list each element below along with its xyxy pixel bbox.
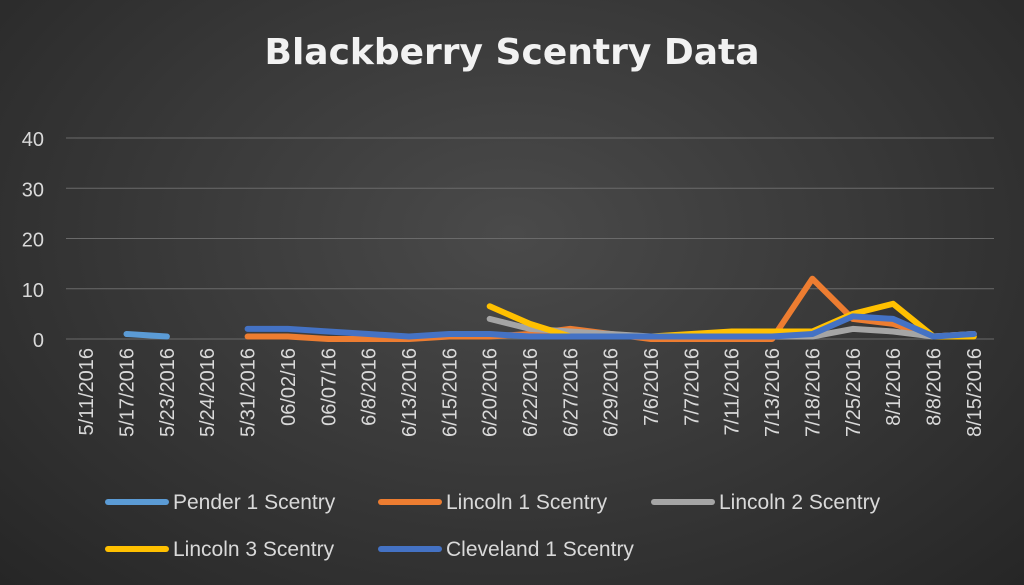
series-line-cleveland-1-scentry [244,313,977,340]
x-tick-label: 5/11/2016 [76,348,98,436]
x-tick-label: 6/22/2016 [520,348,542,437]
x-tick-label: 5/24/2016 [197,348,219,437]
x-tick-label: 6/8/2016 [359,348,381,426]
x-tick-label: 7/18/2016 [802,348,824,437]
legend: Pender 1 Scentry Lincoln 1 Scentry Lincoln… [105,491,881,561]
x-axis: 5/11/2016 5/17/2016 5/23/2016 5/24/2016 5/31… [76,348,986,437]
legend-item: Pender 1 Scentry [105,491,336,514]
x-tick-label: 7/6/2016 [641,348,663,426]
x-tick-label: 7/11/2016 [722,348,744,436]
x-tick-label: 7/13/2016 [762,348,784,437]
y-tick-label: 30 [22,179,44,201]
legend-item: Cleveland 1 Scentry [378,538,634,561]
legend-label: Cleveland 1 Scentry [446,538,634,561]
x-tick-label: 8/8/2016 [923,348,945,426]
legend-label: Pender 1 Scentry [173,491,336,514]
y-tick-label: 10 [22,280,44,302]
legend-label: Lincoln 2 Scentry [719,491,881,514]
x-tick-label: 6/27/2016 [560,348,582,437]
x-tick-label: 7/25/2016 [843,348,865,437]
legend-label: Lincoln 3 Scentry [173,538,335,561]
y-tick-label: 40 [22,129,44,151]
y-tick-label: 0 [33,330,44,352]
legend-label: Lincoln 1 Scentry [446,491,608,514]
x-tick-label: 8/1/2016 [883,348,905,426]
x-tick-label: 5/17/2016 [117,348,139,437]
legend-item: Lincoln 1 Scentry [378,491,608,514]
x-tick-label: 5/23/2016 [157,348,179,437]
x-tick-label: 8/15/2016 [964,348,986,437]
y-tick-label: 20 [22,230,44,252]
gridlines [66,137,994,340]
x-tick-label: 5/31/2016 [238,348,260,437]
x-tick-label: 6/20/2016 [480,348,502,437]
x-tick-label: 06/02/16 [278,348,300,426]
x-tick-label: 7/7/2016 [681,348,703,426]
legend-item: Lincoln 3 Scentry [105,538,335,561]
y-axis: 0 10 20 30 40 [22,129,44,352]
x-tick-label: 06/07/16 [318,348,340,426]
x-tick-label: 6/13/2016 [399,348,421,437]
legend-item: Lincoln 2 Scentry [651,491,881,514]
x-tick-label: 6/15/2016 [439,348,461,437]
series-line-pender-1-scentry [123,331,170,340]
series-lines [123,275,977,342]
chart-title: Blackberry Scentry Data [265,32,760,73]
x-tick-label: 6/29/2016 [601,348,623,437]
